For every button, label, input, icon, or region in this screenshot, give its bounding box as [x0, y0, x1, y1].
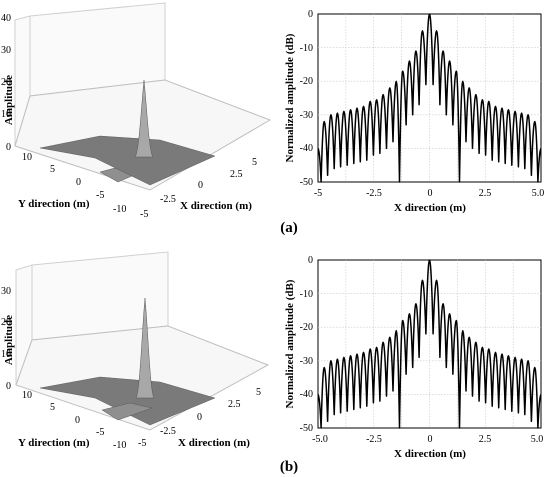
profile-a-xticks: -5 -2.5 0 2.5 5.0	[314, 188, 544, 199]
pxt-b-3: 2.5	[479, 434, 492, 445]
pyt-a-0: 0	[308, 9, 313, 20]
pyt-b-5: -50	[300, 423, 313, 434]
surface-spike-b	[135, 297, 155, 399]
yt-b-4: -10	[113, 440, 126, 451]
ylabel-b: Y direction (m)	[18, 437, 90, 449]
pxt-b-1: -2.5	[366, 434, 382, 445]
zt-b-2: 20	[1, 317, 11, 328]
pyt-a-2: -20	[300, 76, 313, 87]
pyt-b-0: 0	[308, 255, 313, 266]
xt-a-0: -5	[140, 209, 148, 220]
ylabel-a: Y direction (m)	[18, 198, 90, 210]
pxt-b-4: 5.0	[531, 434, 544, 445]
yt-a-3: -5	[96, 190, 104, 201]
surface-b-xticks: -5 -2.5 0 2.5 5	[138, 387, 261, 449]
zt-b-3: 30	[1, 286, 11, 297]
zt-a-3: 30	[1, 45, 11, 56]
surface-sidelobes-b	[39, 376, 216, 426]
pxt-a-0: -5	[314, 188, 322, 199]
profile-xlabel-a: X direction (m)	[394, 202, 466, 214]
xlabel-a: X direction (m)	[180, 200, 252, 212]
yt-b-1: 5	[50, 402, 55, 413]
profile-b-xticks: -5.0 -2.5 0 2.5 5.0	[312, 434, 543, 445]
xt-b-3: 2.5	[228, 399, 241, 410]
pyt-a-5: -50	[300, 177, 313, 188]
yt-a-4: -10	[113, 204, 126, 215]
pyt-a-3: -30	[300, 110, 313, 121]
xt-b-2: 0	[197, 412, 202, 423]
surface-peak-b	[101, 402, 153, 421]
pxt-a-4: 5.0	[532, 188, 545, 199]
yt-b-2: 0	[75, 415, 80, 426]
xt-b-1: -2.5	[160, 426, 176, 437]
zt-b-0: 0	[6, 381, 11, 392]
pyt-b-1: -10	[300, 289, 313, 300]
zt-a-4: 40	[1, 13, 11, 24]
xt-b-4: 5	[256, 387, 261, 398]
panel-label-a: (a)	[280, 220, 298, 236]
pxt-a-3: 2.5	[479, 188, 492, 199]
yt-a-0: 10	[22, 152, 32, 163]
surface-b-zticks: 0 10 20 30	[1, 286, 11, 392]
zt-a-2: 20	[1, 77, 11, 88]
zt-a-1: 10	[1, 109, 11, 120]
surface-b-yticks: 10 5 0 -5 -10	[22, 390, 126, 451]
surface-a-xticks: -5 -2.5 0 2.5 5	[140, 157, 257, 220]
yt-a-2: 0	[76, 177, 81, 188]
profile-a-yticks: 0 -10 -20 -30 -40 -50	[300, 9, 313, 188]
xt-a-1: -2.5	[160, 194, 176, 205]
pyt-b-2: -20	[300, 322, 313, 333]
surface-a-yticks: 10 5 0 -5 -10	[22, 152, 126, 215]
pyt-a-1: -10	[300, 43, 313, 54]
xt-a-4: 5	[252, 157, 257, 168]
panel-label-b: (b)	[280, 459, 298, 475]
surface-a-zticks: 0 10 20 30 40	[1, 13, 11, 153]
xt-b-0: -5	[138, 438, 146, 449]
surface-plot-b	[15, 251, 270, 431]
xt-a-3: 2.5	[230, 169, 243, 180]
surface-sidelobes-a	[39, 135, 216, 186]
profile-ylabel-a: Normalized amplitude (dB)	[284, 33, 296, 162]
profile-b-yticks: 0 -10 -20 -30 -40 -50	[300, 255, 313, 434]
pxt-b-2: 0	[428, 434, 433, 445]
zt-b-1: 10	[1, 349, 11, 360]
yt-b-3: -5	[96, 427, 104, 438]
pyt-b-3: -30	[300, 356, 313, 367]
zt-a-0: 0	[6, 142, 11, 153]
pxt-a-2: 0	[428, 188, 433, 199]
profile-ylabel-b: Normalized amplitude (dB)	[284, 279, 296, 408]
surface-spike-a	[134, 79, 154, 158]
profile-curve-a	[317, 13, 542, 183]
pxt-a-1: -2.5	[366, 188, 382, 199]
profile-xlabel-b: X direction (m)	[394, 448, 466, 460]
xt-a-2: 0	[198, 180, 203, 191]
pxt-b-0: -5.0	[312, 434, 328, 445]
profile-curve-b	[317, 259, 542, 429]
zlabel-a: Amplitude	[3, 75, 15, 125]
yt-b-0: 10	[22, 390, 32, 401]
yt-a-1: 5	[50, 164, 55, 175]
pyt-b-4: -40	[300, 389, 313, 400]
profile-plot-b	[317, 259, 542, 429]
pyt-a-4: -40	[300, 143, 313, 154]
xlabel-b: X direction (m)	[178, 437, 250, 449]
surface-plot-a	[14, 2, 272, 191]
zlabel-b: Amplitude	[3, 315, 15, 365]
profile-plot-a	[317, 13, 542, 183]
